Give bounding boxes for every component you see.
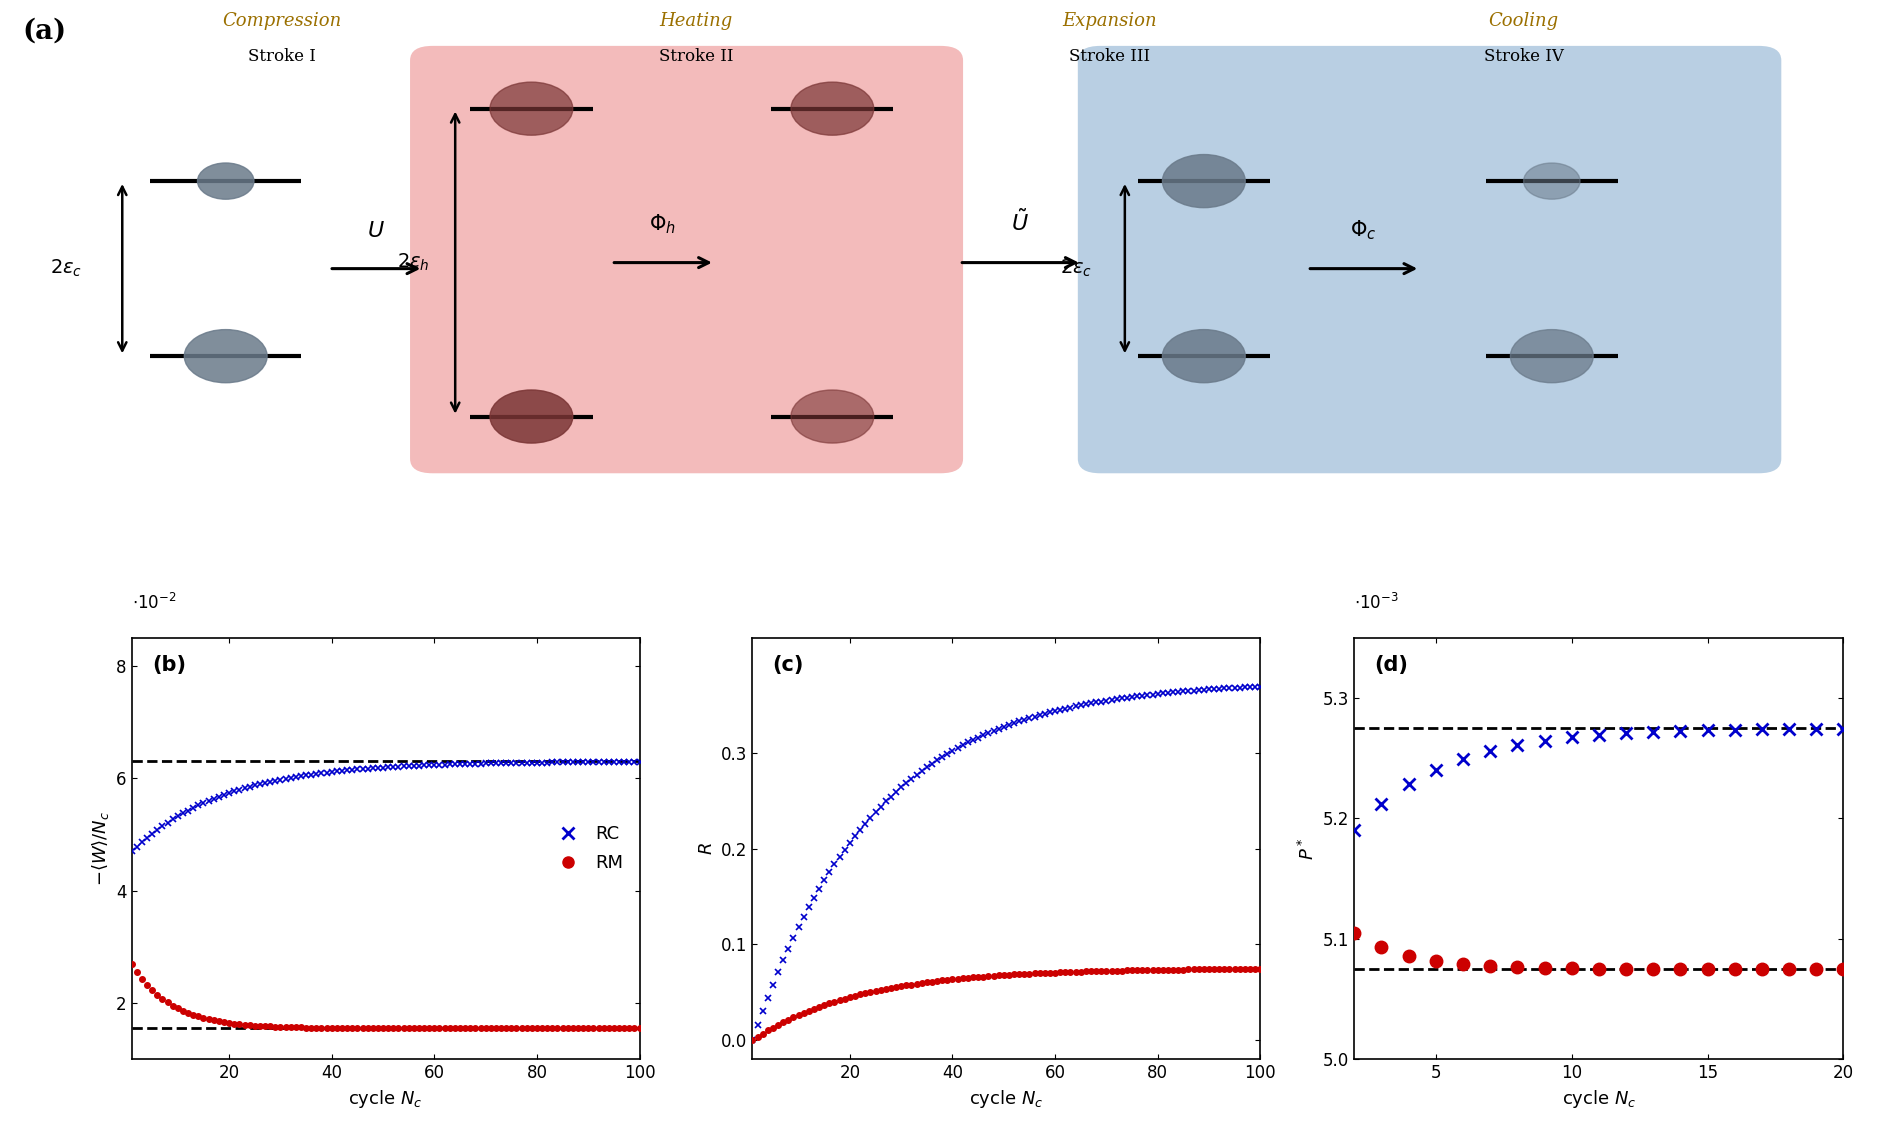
X-axis label: cycle $N_c$: cycle $N_c$: [968, 1088, 1043, 1109]
Circle shape: [491, 390, 573, 443]
X-axis label: cycle $N_c$: cycle $N_c$: [1560, 1088, 1636, 1109]
X-axis label: cycle $N_c$: cycle $N_c$: [348, 1088, 423, 1109]
Text: Stroke I: Stroke I: [248, 48, 316, 65]
Text: (c): (c): [773, 655, 803, 674]
FancyBboxPatch shape: [410, 46, 963, 474]
Circle shape: [491, 82, 573, 136]
Text: $2\epsilon_h$: $2\epsilon_h$: [397, 252, 431, 273]
Text: Stroke IV: Stroke IV: [1483, 48, 1562, 65]
Text: (b): (b): [152, 655, 186, 674]
Circle shape: [791, 82, 872, 136]
Text: $\cdot10^{-2}$: $\cdot10^{-2}$: [132, 592, 177, 613]
Y-axis label: $R$: $R$: [697, 842, 714, 855]
Text: $2\epsilon_c$: $2\epsilon_c$: [49, 257, 83, 279]
Text: $\Phi_h$: $\Phi_h$: [649, 213, 675, 236]
Circle shape: [184, 329, 267, 383]
Text: $2\epsilon_c$: $2\epsilon_c$: [1058, 257, 1092, 279]
Text: Stroke III: Stroke III: [1068, 48, 1151, 65]
Circle shape: [1523, 163, 1579, 199]
Circle shape: [791, 390, 872, 443]
Legend: RC, RM: RC, RM: [543, 818, 630, 879]
Circle shape: [197, 163, 254, 199]
Text: (a): (a): [23, 18, 66, 46]
Text: Expansion: Expansion: [1062, 13, 1156, 30]
Circle shape: [1162, 329, 1245, 383]
Text: Heating: Heating: [660, 13, 731, 30]
Text: $\tilde{U}$: $\tilde{U}$: [1010, 210, 1028, 236]
Y-axis label: $P^*$: $P^*$: [1297, 837, 1316, 860]
Y-axis label: $-\langle W\rangle/N_c$: $-\langle W\rangle/N_c$: [90, 811, 111, 886]
Text: $\Phi_c$: $\Phi_c$: [1350, 219, 1376, 243]
Text: $U$: $U$: [367, 220, 385, 243]
Circle shape: [1162, 155, 1245, 207]
Text: Compression: Compression: [222, 13, 342, 30]
Text: Cooling: Cooling: [1487, 13, 1559, 30]
FancyBboxPatch shape: [1077, 46, 1780, 474]
Text: Stroke II: Stroke II: [658, 48, 733, 65]
Circle shape: [1510, 329, 1592, 383]
Text: $\cdot10^{-3}$: $\cdot10^{-3}$: [1354, 592, 1399, 613]
Text: (d): (d): [1372, 655, 1406, 674]
